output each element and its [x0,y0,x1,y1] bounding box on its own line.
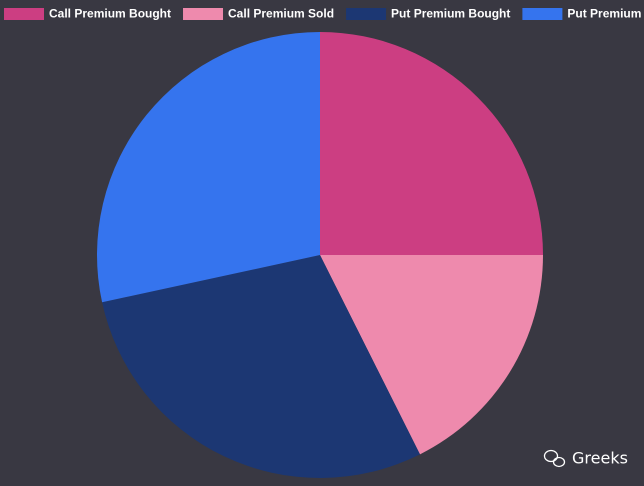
legend-label: Call Premium Sold [228,7,334,21]
legend-label: Call Premium Bought [49,7,171,21]
pie-slice [320,255,543,455]
pie-slice [102,255,420,479]
legend-swatch [346,8,387,20]
legend-swatch [4,8,44,20]
watermark: Greeks [572,449,628,468]
pie-slice [96,32,320,303]
legend-label: Put Premium Sold [567,7,644,21]
pie-slice [320,32,543,255]
legend-swatch [522,8,563,20]
watermark-icon [543,449,566,468]
legend-label: Put Premium Bought [391,7,510,21]
legend-swatch [183,8,224,20]
